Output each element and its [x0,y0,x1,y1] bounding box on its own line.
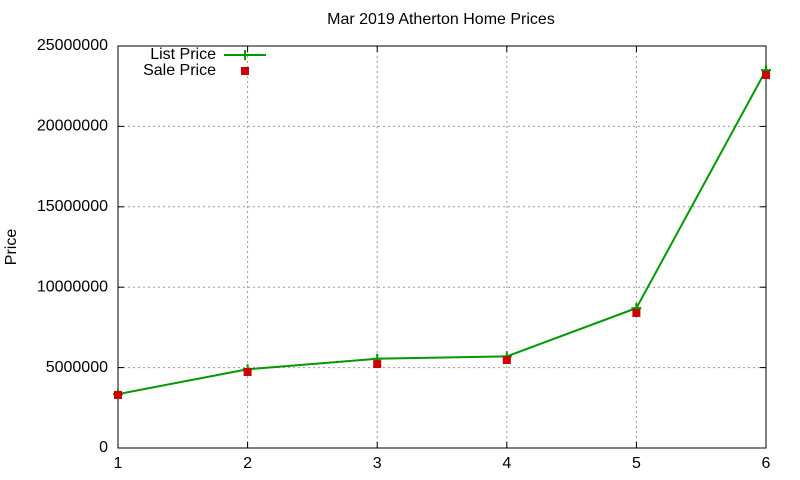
x-tick-label: 5 [632,455,641,472]
plot-frame [117,45,767,449]
x-tick-label: 1 [114,455,123,472]
data-point [762,70,770,79]
data-point [502,356,511,365]
data-point [114,390,122,399]
data-point [632,308,641,317]
y-tick-label: 20000000 [37,118,108,135]
y-tick-label: 5000000 [46,359,108,376]
y-tick-label: 0 [99,439,108,456]
x-tick-label: 6 [762,455,771,472]
legend-marker [240,50,250,60]
chart-title: Mar 2019 Atherton Home Prices [327,11,555,28]
legend-label: List Price [150,46,216,63]
x-tick-label: 2 [243,455,252,472]
legend-marker [241,67,249,75]
legend-label: Sale Price [143,62,216,79]
x-tick-label: 3 [373,455,382,472]
data-point [373,360,382,369]
series-line [117,69,767,396]
y-tick-label: 25000000 [37,37,108,54]
y-tick-label: 15000000 [37,198,108,215]
data-point [243,367,252,376]
y-tick-label: 10000000 [37,278,108,295]
x-tick-label: 4 [502,455,511,472]
y-axis-label: Price [3,229,20,266]
